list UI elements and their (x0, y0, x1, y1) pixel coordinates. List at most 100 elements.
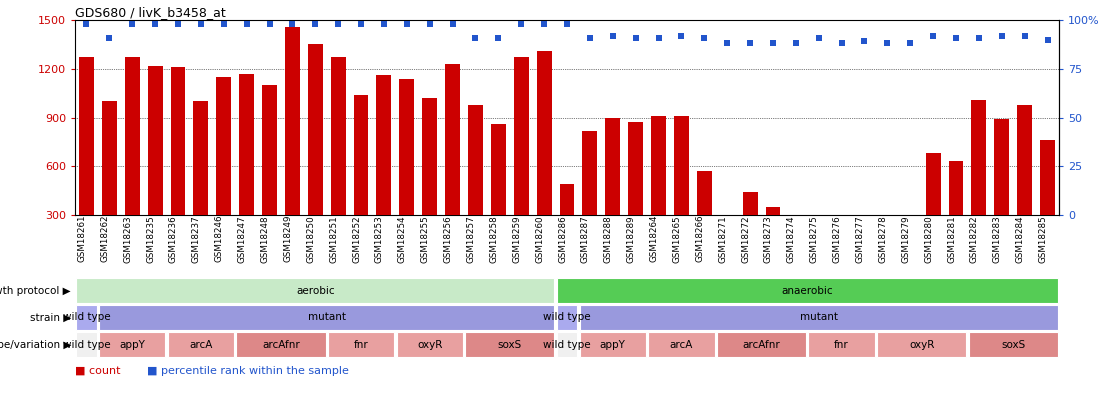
Text: GSM18236: GSM18236 (169, 215, 178, 262)
Text: GSM18280: GSM18280 (925, 215, 934, 263)
Text: GSM18276: GSM18276 (832, 215, 841, 262)
Bar (353, 95, 369, 215)
Point (649, 34, 667, 41)
Text: GSM18272: GSM18272 (741, 215, 750, 262)
Text: appY: appY (599, 339, 626, 350)
Text: GSM18279: GSM18279 (901, 215, 910, 262)
Text: ■ percentile rank within the sample: ■ percentile rank within the sample (147, 366, 350, 376)
Text: GSM18273: GSM18273 (764, 215, 773, 263)
Bar (262, 85, 277, 215)
Bar (148, 66, 163, 215)
Text: GSM18246: GSM18246 (215, 215, 224, 262)
Text: GSM18255: GSM18255 (421, 215, 430, 263)
Bar (971, 100, 986, 215)
Text: GSM18235: GSM18235 (146, 215, 155, 263)
Text: anaerobic: anaerobic (781, 286, 833, 296)
Text: wild type: wild type (62, 313, 110, 322)
Text: GSM18258: GSM18258 (489, 215, 498, 263)
Bar (236, 332, 325, 357)
Point (535, 21, 553, 27)
Text: wild type: wild type (544, 313, 590, 322)
Point (786, 40, 804, 47)
Bar (466, 332, 555, 357)
Bar (537, 51, 551, 215)
Text: GSM18259: GSM18259 (512, 215, 521, 262)
Point (627, 34, 645, 41)
Text: GSM18266: GSM18266 (695, 215, 704, 262)
Point (810, 34, 828, 41)
Point (192, 21, 209, 27)
Text: oxyR: oxyR (909, 339, 935, 350)
Bar (648, 332, 714, 357)
Text: GSM18283: GSM18283 (993, 215, 1001, 263)
Point (832, 40, 850, 47)
Text: GSM18288: GSM18288 (604, 215, 613, 263)
Bar (880, 215, 895, 220)
Bar (76, 332, 97, 357)
Text: mutant: mutant (307, 313, 345, 322)
Text: GSM18256: GSM18256 (443, 215, 452, 262)
Text: GSM18264: GSM18264 (649, 215, 658, 262)
Point (695, 34, 713, 41)
Point (856, 38, 873, 45)
Text: GSM18271: GSM18271 (719, 215, 727, 262)
Point (100, 34, 118, 41)
Point (283, 21, 301, 27)
Bar (400, 79, 414, 215)
Point (489, 34, 507, 41)
Bar (377, 75, 391, 215)
Point (741, 40, 759, 47)
Text: fnr: fnr (834, 339, 849, 350)
Point (558, 21, 576, 27)
Text: GSM18253: GSM18253 (375, 215, 384, 263)
Bar (583, 130, 597, 215)
Text: arcAfnr: arcAfnr (262, 339, 300, 350)
Bar (579, 305, 1058, 330)
Text: GSM18289: GSM18289 (627, 215, 636, 262)
Bar (240, 74, 254, 215)
Text: ■ count: ■ count (75, 366, 120, 376)
Bar (446, 64, 460, 215)
Bar (877, 332, 966, 357)
Bar (559, 184, 575, 215)
Text: mutant: mutant (800, 313, 838, 322)
Bar (857, 215, 872, 218)
Point (237, 21, 255, 27)
Bar (514, 58, 529, 215)
Text: GSM18281: GSM18281 (947, 215, 956, 262)
Bar (1040, 140, 1055, 215)
Bar (307, 45, 323, 215)
Bar (579, 332, 646, 357)
Text: GSM18278: GSM18278 (878, 215, 888, 263)
Point (673, 32, 691, 39)
Point (330, 21, 348, 27)
Point (1016, 32, 1034, 39)
Point (947, 34, 965, 41)
Text: GDS680 / livK_b3458_at: GDS680 / livK_b3458_at (75, 6, 226, 19)
Bar (491, 124, 506, 215)
Bar (628, 122, 643, 215)
Point (398, 21, 416, 27)
Text: GSM18287: GSM18287 (580, 215, 590, 263)
Bar (720, 215, 734, 231)
Text: GSM18247: GSM18247 (237, 215, 246, 262)
Text: wild type: wild type (62, 339, 110, 350)
Bar (76, 278, 555, 303)
Text: GSM18252: GSM18252 (352, 215, 361, 262)
Bar (125, 58, 139, 215)
Text: strain ▶: strain ▶ (30, 313, 71, 322)
Text: genotype/variation ▶: genotype/variation ▶ (0, 339, 71, 350)
Bar (99, 305, 555, 330)
Text: GSM18286: GSM18286 (558, 215, 567, 262)
Point (146, 21, 164, 27)
Point (1038, 36, 1056, 43)
Point (78, 21, 96, 27)
Bar (99, 332, 165, 357)
Bar (811, 215, 827, 218)
Bar (789, 215, 803, 231)
Bar (651, 116, 666, 215)
Bar (285, 26, 300, 215)
Bar (743, 192, 758, 215)
Text: GSM18265: GSM18265 (673, 215, 682, 262)
Text: GSM18261: GSM18261 (78, 215, 87, 262)
